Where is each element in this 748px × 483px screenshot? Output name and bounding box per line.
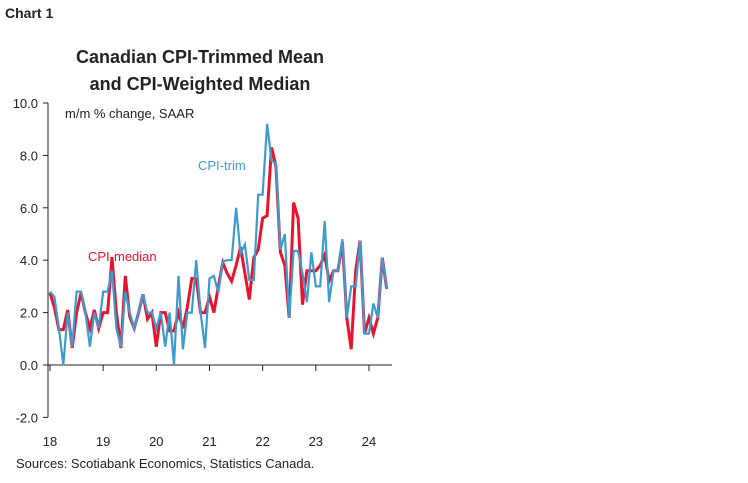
x-tick-label: 19 [96,434,110,449]
series-line [49,123,388,366]
x-tick-label: 21 [202,434,216,449]
chart-subtitle: m/m % change, SAAR [65,106,195,121]
x-tick-label: 23 [309,434,323,449]
chart-number-label: Chart 1 [5,5,54,21]
series-label-cpi-median: CPI-median [88,249,157,264]
series-label-cpi-trim: CPI-trim [198,158,246,173]
y-tick-label: 4.0 [20,253,38,268]
y-tick-label: 10.0 [13,96,38,111]
x-tick-label: 22 [255,434,269,449]
series-cpi-trim [49,123,388,366]
y-tick-label: 2.0 [20,306,38,321]
y-tick-label: -2.0 [16,410,38,425]
chart-title-line-1: Canadian CPI-Trimmed Mean [75,47,325,67]
source-note: Sources: Scotiabank Economics, Statistic… [16,456,315,471]
x-tick-label: 24 [362,434,376,449]
chart-title: Canadian CPI-Trimmed Mean and CPI-Weight… [30,44,370,98]
x-tick-label: 18 [43,434,57,449]
y-tick-label: 0.0 [20,358,38,373]
x-tick-label: 20 [149,434,163,449]
y-tick-label: 6.0 [20,201,38,216]
chart-title-line-2: and CPI-Weighted Median [89,74,311,94]
y-tick-label: 8.0 [20,148,38,163]
